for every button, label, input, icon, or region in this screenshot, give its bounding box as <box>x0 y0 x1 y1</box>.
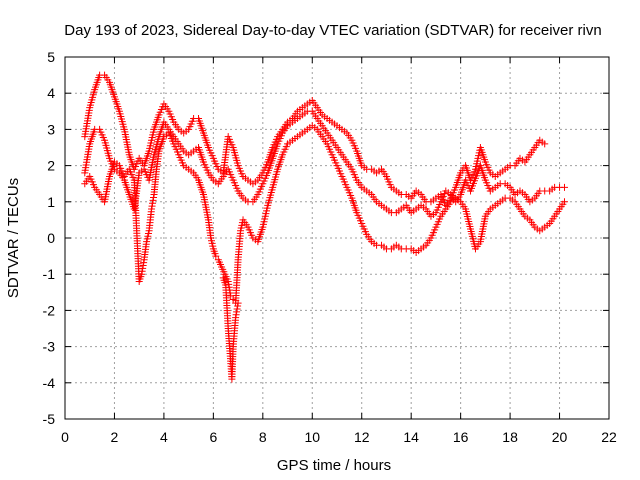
x-tick-label: 16 <box>453 429 469 445</box>
series-track-c <box>81 122 568 307</box>
series-track-b <box>81 107 568 220</box>
series-track-a <box>81 71 549 209</box>
data-points <box>81 71 568 383</box>
data-point <box>212 252 220 260</box>
y-tick-label: -4 <box>43 375 56 391</box>
x-tick-label: 8 <box>259 429 267 445</box>
y-tick-label: 3 <box>47 121 55 137</box>
x-tick-label: 6 <box>209 429 217 445</box>
y-tick-label: 5 <box>47 49 55 65</box>
x-tick-label: 18 <box>502 429 518 445</box>
data-point <box>541 140 549 148</box>
x-axis-label: GPS time / hours <box>277 457 391 474</box>
data-point <box>560 198 568 206</box>
x-tick-label: 10 <box>304 429 320 445</box>
y-tick-label: -1 <box>43 266 56 282</box>
x-tick-label: 20 <box>552 429 568 445</box>
x-tick-label: 22 <box>601 429 617 445</box>
x-tick-label: 4 <box>160 429 168 445</box>
x-tick-label: 14 <box>403 429 419 445</box>
chart-title: Day 193 of 2023, Sidereal Day-to-day VTE… <box>64 22 601 39</box>
y-tick-label: -2 <box>43 302 56 318</box>
series-track-d <box>219 274 242 383</box>
plot-frame <box>64 56 610 420</box>
y-tick-label: 1 <box>47 194 55 210</box>
data-point <box>560 183 568 191</box>
y-tick-label: -5 <box>43 411 56 427</box>
grid-lines <box>65 57 609 419</box>
y-tick-label: -3 <box>43 339 56 355</box>
x-tick-label: 0 <box>61 429 69 445</box>
y-tick-label: 0 <box>47 230 55 246</box>
x-tick-label: 2 <box>111 429 119 445</box>
y-tick-label: 2 <box>47 158 55 174</box>
y-axis-label: SDTVAR / TECUs <box>5 178 22 298</box>
y-tick-label: 4 <box>47 85 55 101</box>
x-tick-label: 12 <box>354 429 370 445</box>
data-point <box>234 299 242 307</box>
